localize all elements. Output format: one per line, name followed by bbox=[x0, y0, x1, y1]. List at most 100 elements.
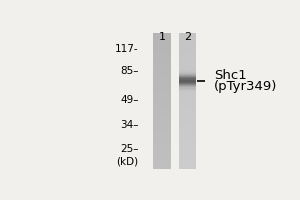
Bar bbox=[153, 51, 171, 52]
Bar bbox=[179, 116, 196, 117]
Bar bbox=[179, 74, 196, 75]
Bar bbox=[153, 168, 171, 169]
Bar bbox=[153, 69, 171, 71]
Bar bbox=[179, 110, 196, 111]
Bar bbox=[153, 145, 171, 146]
Bar bbox=[153, 49, 171, 50]
Bar bbox=[179, 60, 196, 61]
Bar bbox=[179, 80, 196, 81]
Bar bbox=[153, 128, 171, 129]
Bar bbox=[179, 95, 196, 96]
Bar bbox=[153, 153, 171, 154]
Bar bbox=[153, 107, 171, 108]
Bar bbox=[179, 94, 196, 95]
Bar bbox=[179, 43, 196, 45]
Bar bbox=[179, 137, 196, 138]
Bar bbox=[153, 57, 171, 58]
Bar bbox=[179, 104, 196, 106]
Bar bbox=[179, 40, 196, 41]
Bar bbox=[153, 146, 171, 147]
Bar bbox=[153, 52, 171, 54]
Bar bbox=[179, 91, 196, 92]
Bar bbox=[179, 102, 196, 103]
Bar bbox=[179, 35, 196, 37]
Bar bbox=[153, 92, 171, 93]
Bar bbox=[179, 111, 196, 112]
Text: 85–: 85– bbox=[120, 66, 139, 76]
Bar bbox=[153, 147, 171, 148]
Bar bbox=[179, 168, 196, 169]
Bar bbox=[153, 133, 171, 134]
Bar bbox=[179, 147, 196, 148]
Bar bbox=[153, 59, 171, 60]
Bar bbox=[153, 135, 171, 136]
Bar bbox=[153, 118, 171, 119]
Bar bbox=[153, 127, 171, 128]
Bar bbox=[179, 155, 196, 156]
Bar bbox=[153, 159, 171, 160]
Bar bbox=[179, 109, 196, 110]
Bar bbox=[179, 68, 196, 69]
Bar bbox=[153, 138, 171, 139]
Bar bbox=[179, 167, 196, 168]
Bar bbox=[153, 38, 171, 39]
Bar bbox=[153, 163, 171, 164]
Bar bbox=[153, 103, 171, 104]
Bar bbox=[179, 141, 196, 142]
Text: (kD): (kD) bbox=[116, 156, 139, 166]
Bar bbox=[179, 86, 196, 87]
Bar bbox=[153, 134, 171, 135]
Bar bbox=[179, 67, 196, 68]
Bar bbox=[179, 83, 196, 84]
Bar bbox=[179, 55, 196, 56]
Bar bbox=[179, 57, 196, 58]
Bar bbox=[179, 136, 196, 137]
Bar bbox=[179, 77, 196, 78]
Bar bbox=[153, 167, 171, 168]
Bar bbox=[153, 74, 171, 75]
Bar bbox=[179, 151, 196, 152]
Bar bbox=[179, 128, 196, 129]
Bar bbox=[153, 125, 171, 126]
Bar bbox=[153, 50, 171, 51]
Bar bbox=[179, 133, 196, 134]
Bar bbox=[153, 151, 171, 152]
Bar bbox=[153, 155, 171, 156]
Bar bbox=[153, 73, 171, 74]
Bar bbox=[179, 58, 196, 59]
Text: 1: 1 bbox=[158, 32, 165, 42]
Bar bbox=[179, 96, 196, 98]
Bar bbox=[179, 39, 196, 40]
Bar bbox=[153, 63, 171, 64]
Bar bbox=[153, 80, 171, 81]
Bar bbox=[153, 77, 171, 78]
Bar bbox=[153, 65, 171, 66]
Bar bbox=[179, 153, 196, 154]
Bar bbox=[179, 101, 196, 102]
Bar bbox=[179, 108, 196, 109]
Bar bbox=[153, 83, 171, 84]
Bar bbox=[153, 143, 171, 144]
Bar bbox=[179, 69, 196, 71]
Bar bbox=[179, 131, 196, 133]
Bar bbox=[153, 33, 171, 34]
Text: 2: 2 bbox=[184, 32, 191, 42]
Bar bbox=[179, 47, 196, 48]
Text: 117-: 117- bbox=[115, 44, 139, 54]
Bar bbox=[153, 108, 171, 109]
Bar bbox=[179, 99, 196, 100]
Bar bbox=[153, 64, 171, 65]
Bar bbox=[153, 46, 171, 47]
Bar bbox=[153, 119, 171, 120]
Bar bbox=[153, 94, 171, 95]
Bar bbox=[153, 66, 171, 67]
Bar bbox=[179, 37, 196, 38]
Bar bbox=[153, 95, 171, 96]
Bar bbox=[153, 156, 171, 157]
Text: 49–: 49– bbox=[120, 95, 139, 105]
Bar bbox=[179, 78, 196, 80]
Bar bbox=[153, 78, 171, 80]
Bar bbox=[179, 33, 196, 34]
Bar bbox=[179, 148, 196, 150]
Bar bbox=[153, 45, 171, 46]
